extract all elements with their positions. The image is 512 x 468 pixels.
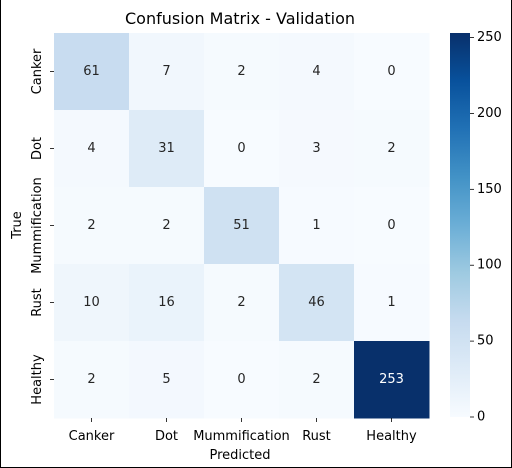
chart-title: Confusion Matrix - Validation — [125, 9, 355, 28]
colorbar-tick-label: 100 — [477, 258, 502, 273]
x-tick-label: Mummification — [193, 429, 290, 444]
heatmap-cell — [204, 264, 280, 342]
heatmap-cell — [54, 110, 130, 188]
cell-value-label: 16 — [158, 295, 175, 310]
figure-border-left — [0, 0, 1, 468]
heatmap-cell — [129, 33, 205, 111]
y-tick-label: Dot — [30, 137, 45, 160]
cell-value-label: 2 — [387, 141, 395, 156]
cell-value-label: 253 — [379, 372, 404, 387]
y-tick-label: Healthy — [30, 354, 45, 405]
cell-value-label: 2 — [237, 64, 245, 79]
y-tick-label: Mummification — [30, 177, 45, 274]
heatmap-cell — [354, 341, 430, 419]
heatmap-cell — [129, 187, 205, 265]
cell-value-label: 0 — [237, 372, 245, 387]
y-tick-label: Rust — [30, 288, 45, 317]
cell-value-label: 4 — [312, 64, 320, 79]
heatmap-cell — [54, 187, 130, 265]
colorbar-tick-label: 150 — [477, 182, 502, 197]
y-axis-ticks: Canker Dot Mummification Rust Healthy — [30, 48, 54, 405]
cell-value-label: 7 — [162, 64, 170, 79]
heatmap-cell — [354, 264, 430, 342]
cell-value-label: 1 — [387, 295, 395, 310]
x-tick-label: Dot — [155, 429, 178, 444]
y-axis-label: True — [10, 211, 25, 240]
cell-value-label: 51 — [233, 218, 250, 233]
cell-value-label: 0 — [237, 141, 245, 156]
colorbar-tick-label: 0 — [477, 410, 485, 425]
cell-value-label: 10 — [83, 295, 100, 310]
cell-value-label: 61 — [83, 64, 100, 79]
cell-value-label: 2 — [87, 372, 95, 387]
x-tick-label: Canker — [69, 429, 115, 444]
cell-value-label: 31 — [158, 141, 175, 156]
cell-value-label: 0 — [387, 218, 395, 233]
heatmap-cell — [204, 341, 280, 419]
colorbar-tick-label: 250 — [477, 30, 502, 45]
colorbar-tick-label: 200 — [477, 106, 502, 121]
heatmap-cell — [204, 187, 280, 265]
heatmap-cell — [354, 187, 430, 265]
cell-value-label: 0 — [387, 64, 395, 79]
heatmap-cell — [54, 33, 130, 111]
heatmap-cell — [279, 264, 355, 342]
cell-value-label: 2 — [237, 295, 245, 310]
heatmap-cell — [279, 110, 355, 188]
heatmap-cell — [54, 264, 130, 342]
cell-value-label: 46 — [308, 295, 325, 310]
cell-value-label: 3 — [312, 141, 320, 156]
colorbar-ticks: 0 50 100 150 200 250 — [470, 30, 502, 425]
x-axis-ticks: Canker Dot Mummification Rust Healthy — [69, 418, 417, 444]
heatmap-cell — [204, 110, 280, 188]
cell-value-label: 2 — [312, 372, 320, 387]
x-tick-label: Rust — [302, 429, 331, 444]
heatmap-cell — [354, 110, 430, 188]
heatmap-cell — [129, 341, 205, 419]
x-tick-label: Healthy — [366, 429, 417, 444]
colorbar — [450, 33, 470, 417]
cell-value-label: 4 — [87, 141, 95, 156]
heatmap-cell — [129, 264, 205, 342]
cell-value-label: 2 — [87, 218, 95, 233]
heatmap-cell — [204, 33, 280, 111]
x-axis-label: Predicted — [209, 448, 270, 463]
heatmap-cell-labels: 61 7 2 4 04 31 0 3 22 2 51 1 010 16 2 46 12 5 0 2 253 — [83, 64, 404, 387]
heatmap-cell — [54, 341, 130, 419]
heatmap-cell — [129, 110, 205, 188]
cell-value-label: 2 — [162, 218, 170, 233]
heatmap-cell — [279, 341, 355, 419]
cell-value-label: 1 — [312, 218, 320, 233]
heatmap-cell — [279, 33, 355, 111]
heatmap-cell — [279, 187, 355, 265]
heatmap-cells — [54, 33, 430, 419]
heatmap-cell — [354, 33, 430, 111]
colorbar-tick-label: 50 — [477, 334, 494, 349]
cell-value-label: 5 — [162, 372, 170, 387]
y-tick-label: Canker — [30, 48, 45, 94]
